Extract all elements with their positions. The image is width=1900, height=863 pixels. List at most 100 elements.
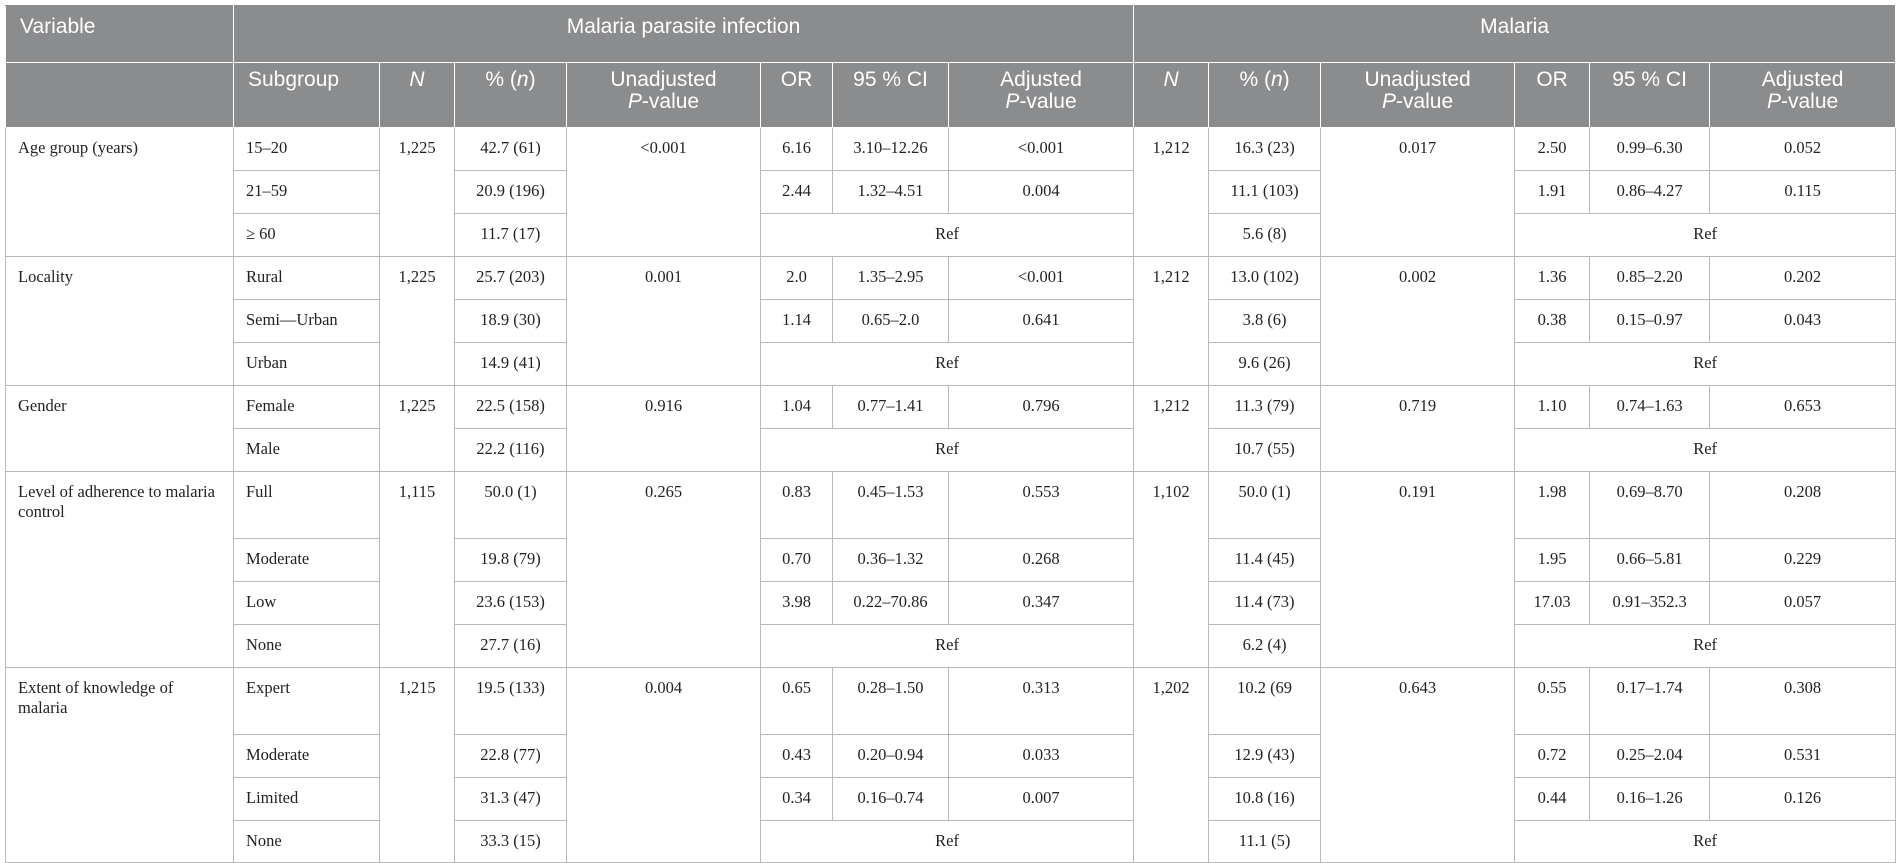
malaria-pct-cell: 10.2 (69 xyxy=(1208,667,1322,735)
malaria-ref-cell: Ref xyxy=(1514,428,1897,472)
parasite-or-cell: 2.0 xyxy=(760,256,833,300)
malaria-ref-cell: Ref xyxy=(1514,342,1897,386)
malaria-ci-cell: 0.99–6.30 xyxy=(1589,127,1711,171)
header-parasite-unadjusted-p: Unadjusted P-value xyxy=(566,62,761,128)
variable-name: Age group (years) xyxy=(5,127,234,257)
parasite-ci-cell: 0.22–70.86 xyxy=(832,581,949,625)
malaria-pct-cell: 50.0 (1) xyxy=(1208,471,1322,539)
parasite-unadjusted-p-cell: 0.265 xyxy=(566,471,761,668)
table-row: 21–59 20.9 (196) 2.44 1.32–4.51 0.004 11.1 (1… xyxy=(6,170,1897,214)
malaria-adjusted-p-cell: 0.208 xyxy=(1709,471,1897,539)
header-row-columns: Subgroup N % (n) Unadjusted P-value OR 95… xyxy=(5,62,1897,128)
malaria-adjusted-p-cell: 0.052 xyxy=(1709,127,1897,171)
variable-name: Extent of knowledge of malaria xyxy=(5,667,234,863)
subgroup-cell: 21–59 xyxy=(233,170,380,214)
malaria-unadjusted-p-cell: 0.017 xyxy=(1320,127,1516,257)
parasite-pct-cell: 19.5 (133) xyxy=(454,667,567,735)
header-parasite-adjusted-p: Adjusted P-value xyxy=(947,62,1135,128)
header-malaria-or: OR xyxy=(1514,62,1591,128)
malaria-pct-cell: 11.4 (73) xyxy=(1208,581,1322,625)
parasite-ci-cell: 0.28–1.50 xyxy=(832,667,949,735)
malaria-ref-cell: Ref xyxy=(1514,213,1897,257)
table-row: Urban 14.9 (41) Ref 9.6 (26) Ref xyxy=(6,342,1897,386)
malaria-unadjusted-p-cell: 0.002 xyxy=(1320,256,1516,386)
subgroup-cell: ≥ 60 xyxy=(233,213,380,257)
table-row: Level of adherence to malaria control Ful… xyxy=(5,471,1897,668)
parasite-ci-cell: 0.20–0.94 xyxy=(832,734,949,778)
parasite-pct-cell: 22.5 (158) xyxy=(454,385,567,429)
malaria-pct-cell: 11.3 (79) xyxy=(1208,385,1322,429)
header-malaria-ci: 95 % CI xyxy=(1589,62,1711,128)
malaria-adjusted-p-cell: 0.057 xyxy=(1709,581,1897,625)
malaria-or-cell: 1.95 xyxy=(1514,538,1591,582)
malaria-ci-cell: 0.69–8.70 xyxy=(1589,471,1711,539)
table-row: Male 22.2 (116) Ref 10.7 (55) Ref xyxy=(6,428,1897,472)
parasite-pct-cell: 22.2 (116) xyxy=(454,428,567,472)
parasite-pct-cell: 33.3 (15) xyxy=(454,820,567,863)
parasite-or-cell: 0.65 xyxy=(760,667,833,735)
parasite-pct-cell: 18.9 (30) xyxy=(454,299,567,343)
header-malaria-adjusted-p: Adjusted P-value xyxy=(1709,62,1897,128)
malaria-pct-cell: 9.6 (26) xyxy=(1208,342,1322,386)
malaria-or-cell: 0.44 xyxy=(1514,777,1591,821)
parasite-adjusted-p-cell: <0.001 xyxy=(947,256,1135,300)
malaria-ci-cell: 0.17–1.74 xyxy=(1589,667,1711,735)
malaria-ci-cell: 0.74–1.63 xyxy=(1589,385,1711,429)
header-parasite-n: N xyxy=(379,62,455,128)
parasite-adjusted-p-cell: 0.033 xyxy=(947,734,1135,778)
parasite-n-cell: 1,215 xyxy=(379,667,455,863)
parasite-ci-cell: 3.10–12.26 xyxy=(832,127,949,171)
parasite-n-cell: 1,115 xyxy=(379,471,455,668)
header-subgroup: Subgroup xyxy=(233,62,380,128)
variable-name: Level of adherence to malaria control xyxy=(5,471,234,668)
parasite-pct-cell: 19.8 (79) xyxy=(454,538,567,582)
table-row: Locality Rural 1,225 25.7 (203) 0.001 2.0 1.35… xyxy=(5,256,1897,386)
malaria-or-cell: 17.03 xyxy=(1514,581,1591,625)
parasite-pct-cell: 14.9 (41) xyxy=(454,342,567,386)
parasite-adjusted-p-cell: 0.268 xyxy=(947,538,1135,582)
parasite-ref-cell: Ref xyxy=(759,624,1135,668)
parasite-adjusted-p-cell: 0.007 xyxy=(947,777,1135,821)
variable-name: Gender xyxy=(5,385,234,472)
malaria-ref-cell: Ref xyxy=(1514,820,1897,863)
parasite-unadjusted-p-cell: 0.004 xyxy=(566,667,761,863)
parasite-adjusted-p-cell: 0.641 xyxy=(947,299,1135,343)
parasite-unadjusted-p-cell: 0.001 xyxy=(566,256,761,386)
malaria-ci-cell: 0.66–5.81 xyxy=(1589,538,1711,582)
malaria-pct-cell: 6.2 (4) xyxy=(1208,624,1322,668)
header-parasite-or: OR xyxy=(760,62,833,128)
parasite-unadjusted-p-cell: 0.916 xyxy=(566,385,761,472)
parasite-n-cell: 1,225 xyxy=(379,127,455,257)
results-table: Variable Malaria parasite infection Mala… xyxy=(5,5,1897,863)
parasite-or-cell: 1.14 xyxy=(760,299,833,343)
malaria-adjusted-p-cell: 0.202 xyxy=(1709,256,1897,300)
subgroup-cell: None xyxy=(233,624,380,668)
malaria-or-cell: 1.36 xyxy=(1514,256,1591,300)
malaria-adjusted-p-cell: 0.115 xyxy=(1709,170,1897,214)
malaria-unadjusted-p-cell: 0.719 xyxy=(1320,385,1516,472)
parasite-pct-cell: 25.7 (203) xyxy=(454,256,567,300)
malaria-or-cell: 1.98 xyxy=(1514,471,1591,539)
table-row: None 33.3 (15) Ref 11.1 (5) Ref xyxy=(6,820,1897,863)
subgroup-cell: Semi—Urban xyxy=(233,299,380,343)
malaria-n-cell: 1,202 xyxy=(1133,667,1210,863)
malaria-unadjusted-p-cell: 0.191 xyxy=(1320,471,1516,668)
parasite-or-cell: 1.04 xyxy=(760,385,833,429)
subgroup-cell: Limited xyxy=(233,777,380,821)
parasite-ci-cell: 0.45–1.53 xyxy=(832,471,949,539)
parasite-ref-cell: Ref xyxy=(759,342,1135,386)
header-variable-blank xyxy=(5,62,234,128)
parasite-pct-cell: 50.0 (1) xyxy=(454,471,567,539)
malaria-ci-cell: 0.85–2.20 xyxy=(1589,256,1711,300)
parasite-ci-cell: 1.32–4.51 xyxy=(832,170,949,214)
parasite-pct-cell: 31.3 (47) xyxy=(454,777,567,821)
parasite-or-cell: 0.43 xyxy=(760,734,833,778)
header-variable: Variable xyxy=(5,5,234,63)
header-malaria-unadjusted-p: Unadjusted P-value xyxy=(1320,62,1516,128)
malaria-n-cell: 1,102 xyxy=(1133,471,1210,668)
malaria-adjusted-p-cell: 0.043 xyxy=(1709,299,1897,343)
table-row: Semi—Urban 18.9 (30) 1.14 0.65–2.0 0.641 3.8 … xyxy=(6,299,1897,343)
parasite-adjusted-p-cell: 0.796 xyxy=(947,385,1135,429)
subgroup-cell: Moderate xyxy=(233,734,380,778)
parasite-ci-cell: 0.77–1.41 xyxy=(832,385,949,429)
